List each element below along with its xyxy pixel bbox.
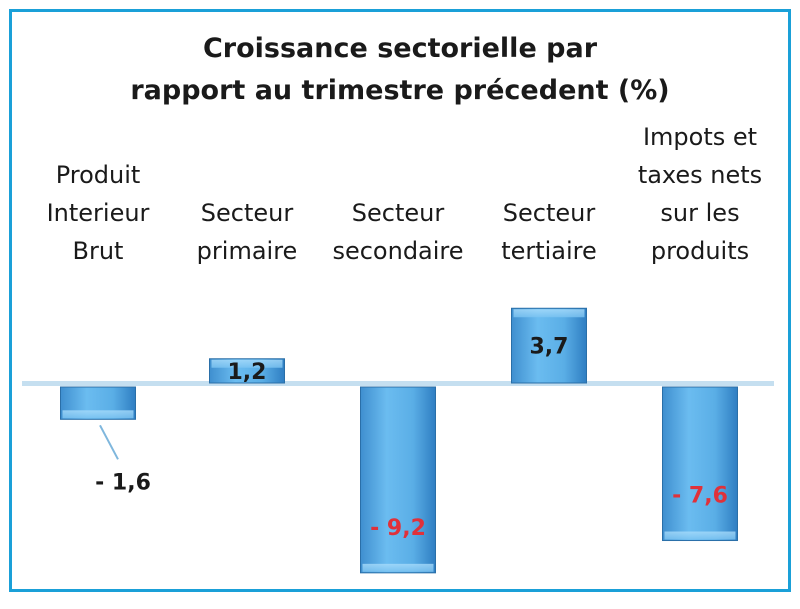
bar-bevel <box>211 359 283 368</box>
category-label-line: tertiaire <box>501 237 597 265</box>
category-label-line: sur les <box>660 199 740 227</box>
data-label: - 9,2 <box>370 516 426 541</box>
bar-bevel <box>362 563 434 572</box>
bar <box>662 386 738 542</box>
bar-bevel <box>62 410 134 419</box>
category-label-line: primaire <box>196 237 298 265</box>
data-label: 1,2 <box>228 360 267 385</box>
category-label: Secteur secondaire <box>318 194 478 270</box>
category-label-line: Secteur <box>200 199 294 227</box>
category-label-line: Brut <box>72 237 124 265</box>
bar <box>209 358 285 384</box>
category-label-line: secondaire <box>332 237 464 265</box>
bar-body <box>360 386 436 574</box>
category-label: Produit Interieur Brut <box>18 156 178 270</box>
bar-bevel <box>513 309 585 318</box>
data-label-leader <box>99 424 119 460</box>
category-label: Secteur primaire <box>167 194 327 270</box>
chart-title-line-1: Croissance sectorielle par <box>202 33 598 64</box>
category-label-line: produits <box>650 237 750 265</box>
category-label: Impots et taxes nets sur les produits <box>620 118 780 270</box>
bar-body <box>511 307 587 384</box>
bar-bevel <box>664 531 736 540</box>
bar <box>60 386 136 420</box>
data-label: - 1,6 <box>95 470 151 495</box>
bar-body <box>662 386 738 542</box>
category-label-line: Produit <box>55 161 141 189</box>
zero-baseline <box>22 381 774 386</box>
category-label-line: Interieur <box>46 199 150 227</box>
chart-title: Croissance sectorielle par rapport au tr… <box>0 28 800 112</box>
data-label: 3,7 <box>530 335 569 360</box>
category-label-line: Secteur <box>351 199 445 227</box>
chart-title-line-2: rapport au trimestre précedent (%) <box>130 75 670 106</box>
category-label-line: Impots et <box>642 123 758 151</box>
category-label-line: Secteur <box>502 199 596 227</box>
data-label: - 7,6 <box>672 484 728 509</box>
bar <box>360 386 436 574</box>
bar <box>511 307 587 384</box>
category-label: Secteur tertiaire <box>469 194 629 270</box>
category-label-line: taxes nets <box>637 161 763 189</box>
